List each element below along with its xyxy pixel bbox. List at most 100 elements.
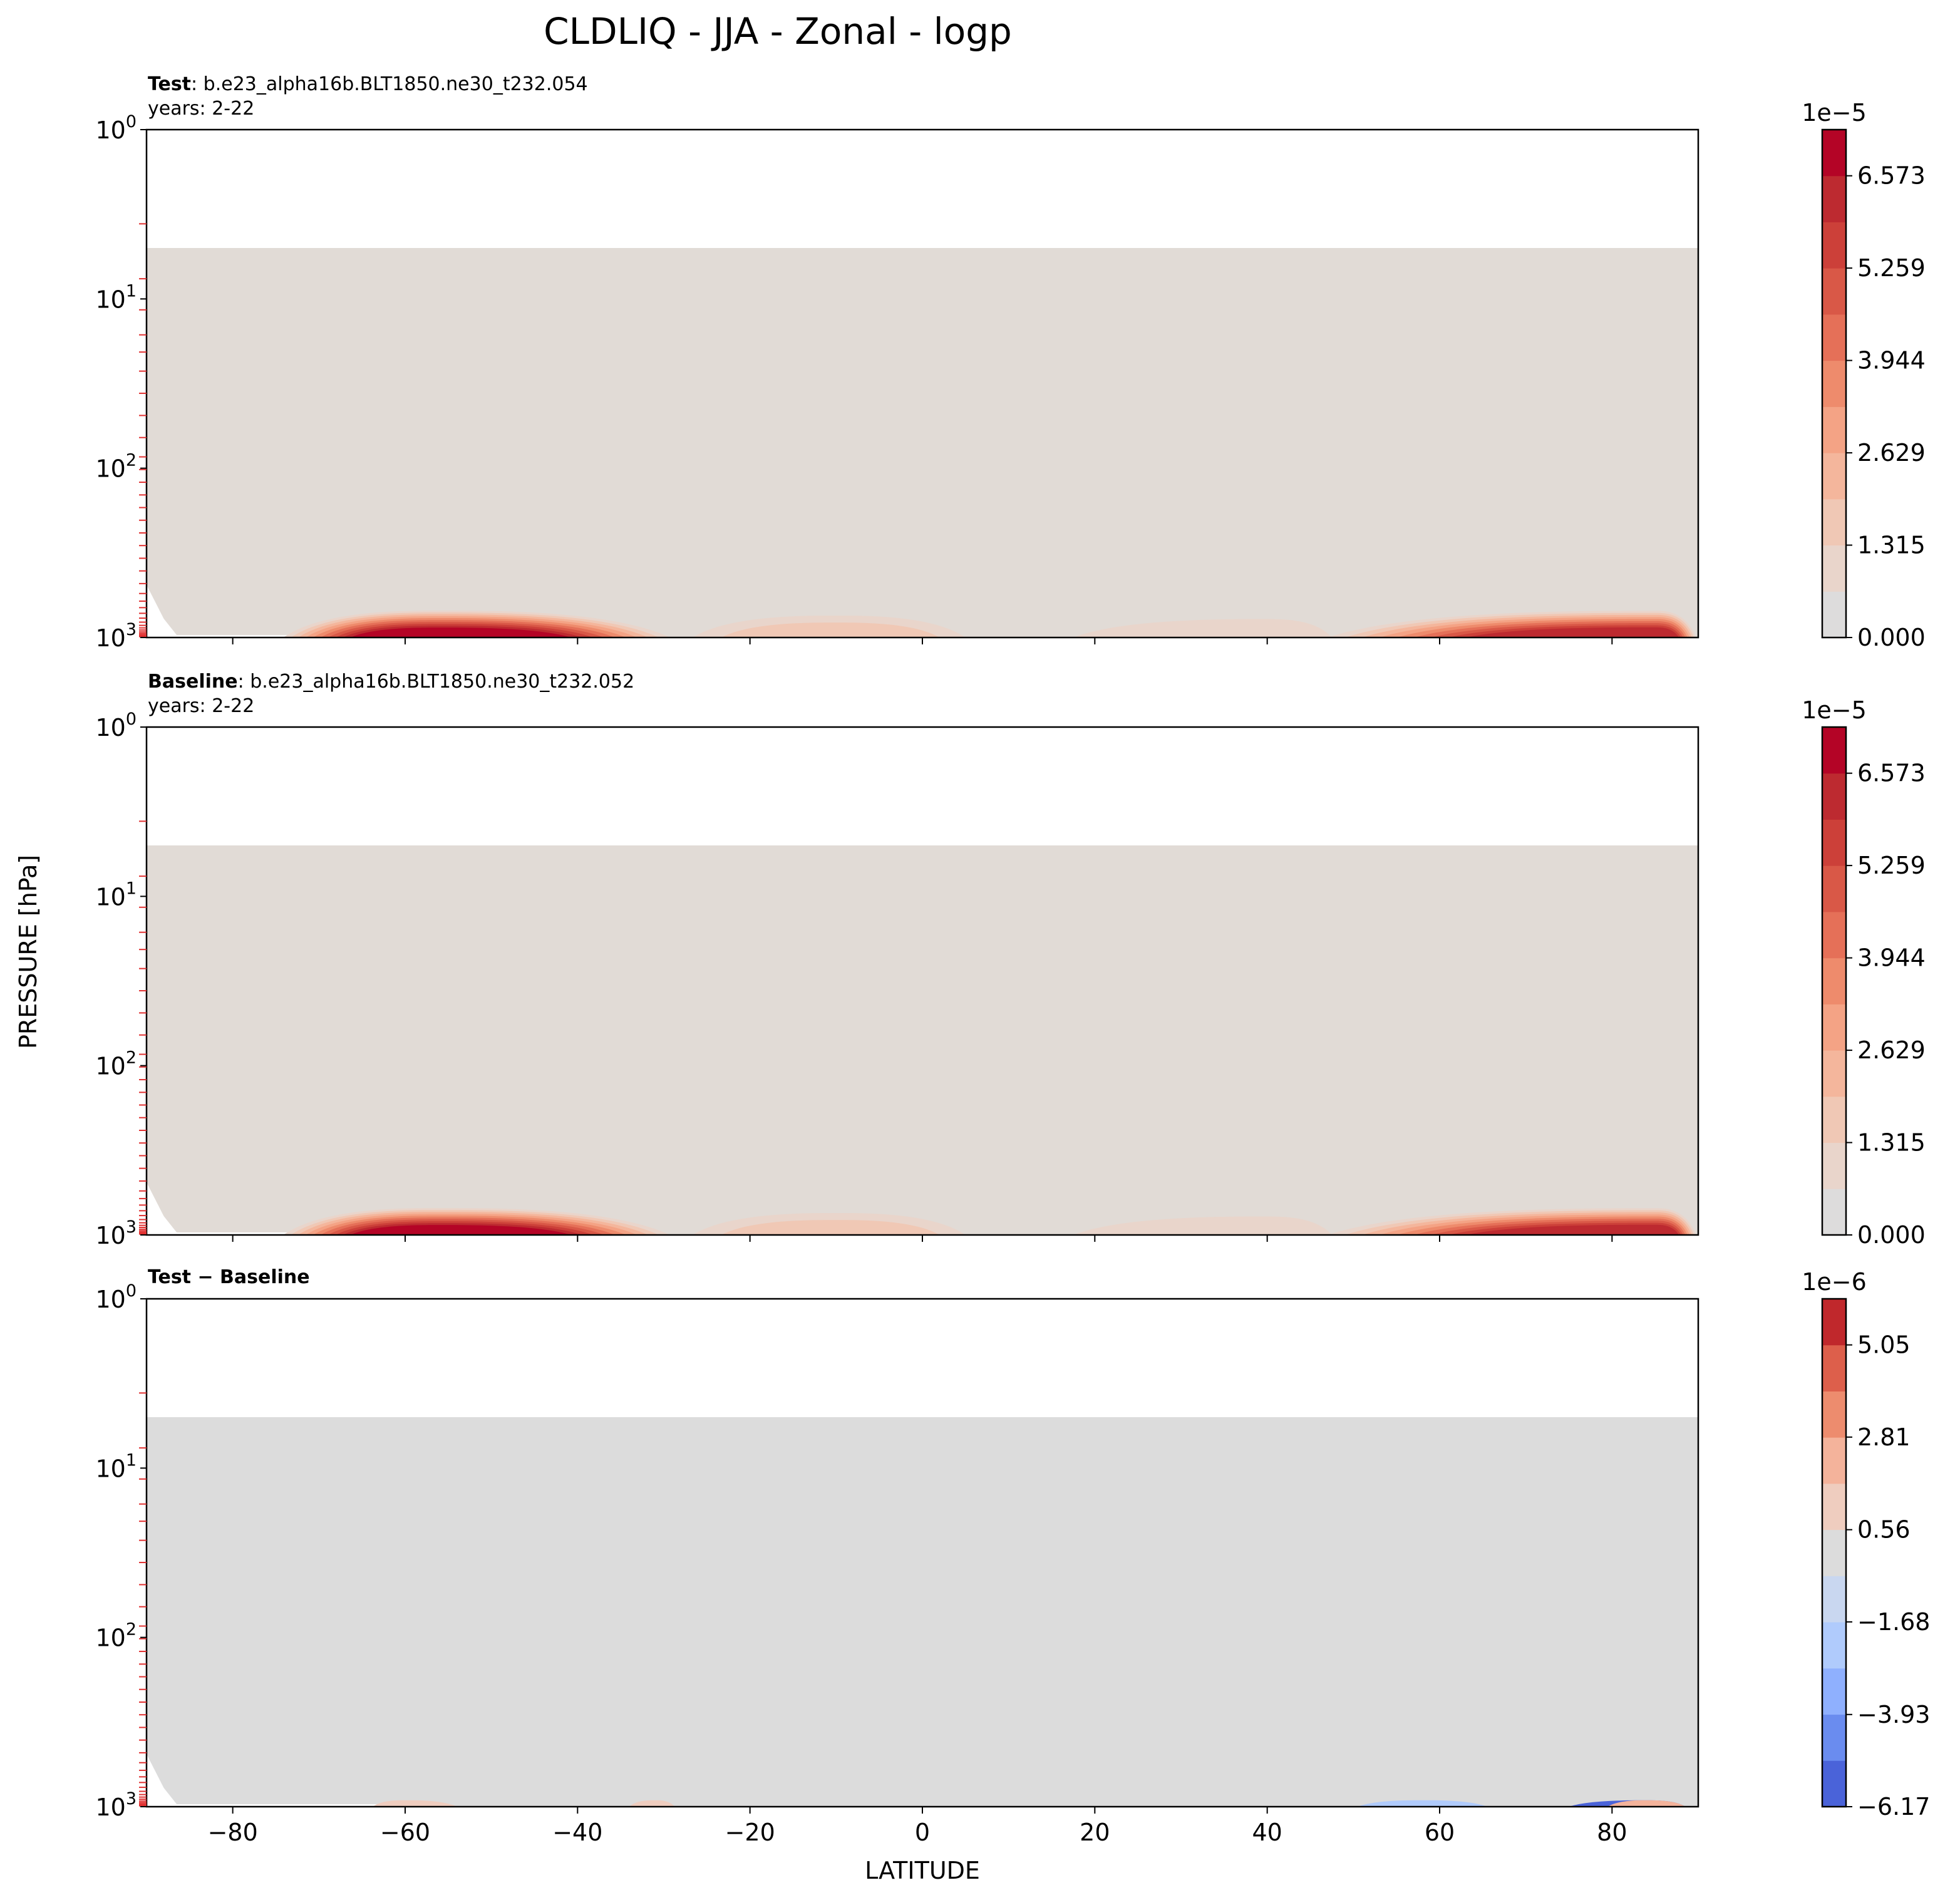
colorbar-segment — [1822, 591, 1846, 638]
colorbar-frame — [1821, 1298, 1847, 1808]
x-tick-label: −20 — [725, 1819, 775, 1846]
panel-title: Test: b.e23_alpha16b.BLT1850.ne30_t232.0… — [148, 73, 588, 95]
colorbar-segment — [1822, 1096, 1846, 1144]
colorbar-frame — [1821, 726, 1847, 1236]
x-tick-label: 20 — [1080, 1819, 1110, 1846]
colorbar-segment — [1822, 1050, 1846, 1097]
filled-region — [147, 845, 1698, 1235]
colorbar-tick-label: 2.629 — [1857, 1036, 1926, 1064]
colorbar-tick-label: 0.000 — [1857, 624, 1926, 651]
panel-difference: 100 101 102 103 −80 −60 −40 −20 0 20 40 60 80 Test − … — [95, 1266, 1930, 1846]
y-tick-label: 100 — [95, 1281, 137, 1313]
y-tick-label: 101 — [95, 879, 137, 911]
colorbar-segment — [1822, 360, 1846, 407]
colorbar-tick-label: 5.05 — [1857, 1331, 1911, 1359]
filled-region — [147, 1417, 1698, 1807]
figure-title: CLDLIQ - JJA - Zonal - logp — [544, 10, 1012, 53]
colorbar-segment — [1822, 1189, 1846, 1236]
x-tick-label: −80 — [208, 1819, 258, 1846]
colorbar-tick-label: 5.259 — [1857, 852, 1926, 879]
colorbar-tick-label: −6.17 — [1857, 1793, 1930, 1820]
y-axis-label: PRESSURE [hPa] — [14, 855, 42, 1049]
colorbar-segment — [1822, 1668, 1846, 1715]
colorbar-segment — [1822, 1345, 1846, 1391]
contour-band — [350, 627, 572, 638]
colorbar-segment — [1822, 1760, 1846, 1807]
y-tick-label: 101 — [95, 1450, 137, 1482]
colorbar-tick-label: 0.56 — [1857, 1516, 1911, 1544]
colorbar-segment — [1822, 958, 1846, 1004]
colorbar-tick-label: 2.81 — [1857, 1423, 1911, 1451]
colorbar-segment — [1822, 222, 1846, 269]
y-tick-label: 102 — [95, 1048, 137, 1080]
panel-title: Baseline: b.e23_alpha16b.BLT1850.ne30_t2… — [148, 671, 634, 693]
colorbar-segment — [1822, 1576, 1846, 1623]
x-tick-label: 40 — [1252, 1819, 1282, 1846]
colorbar-segment — [1822, 175, 1846, 222]
colorbar-segment — [1822, 406, 1846, 453]
colorbar-tick-label: 6.573 — [1857, 162, 1926, 190]
colorbar-exponent: 1e−6 — [1802, 1268, 1867, 1296]
colorbar-segment — [1822, 453, 1846, 500]
contour-band — [629, 1800, 675, 1807]
colorbar-segment — [1822, 1622, 1846, 1669]
colorbar-segment — [1822, 545, 1846, 592]
y-tick-label: 103 — [95, 620, 137, 652]
contour-band — [373, 1800, 457, 1807]
y-tick-label: 102 — [95, 451, 137, 483]
colorbar-segment — [1822, 911, 1846, 959]
contour-band — [721, 622, 940, 638]
colorbar-tick-label: −1.68 — [1857, 1608, 1930, 1636]
x-tick-label: 60 — [1425, 1819, 1455, 1846]
colorbar-segment — [1822, 130, 1846, 177]
colorbar-segment — [1822, 314, 1846, 361]
contour-band — [350, 1225, 572, 1235]
colorbar-segment — [1822, 1714, 1846, 1761]
contour-band — [1358, 1800, 1487, 1807]
colorbar-tick-label: 0.000 — [1857, 1221, 1926, 1249]
x-axis-label: LATITUDE — [865, 1857, 980, 1884]
y-tick-label: 103 — [95, 1217, 137, 1249]
colorbar-segment — [1822, 865, 1846, 912]
x-tick-label: −60 — [380, 1819, 430, 1846]
colorbar-segment — [1822, 1299, 1846, 1346]
panel-test: 100 101 102 103 Test: b.e23_alpha16b.BLT1850… — [95, 73, 1925, 652]
filled-region — [147, 247, 1698, 638]
contour-band — [1465, 1224, 1679, 1235]
colorbar-segment — [1822, 727, 1846, 774]
colorbar-tick-label: 2.629 — [1857, 439, 1926, 467]
colorbar-frame — [1821, 128, 1847, 639]
colorbar-segment — [1822, 819, 1846, 866]
contour-band — [721, 1220, 940, 1235]
colorbar-tick-label: 5.259 — [1857, 254, 1926, 282]
contour-band — [1607, 1800, 1686, 1807]
panel-subtitle: years: 2-22 — [148, 98, 254, 120]
colorbar-segment — [1822, 1391, 1846, 1438]
colorbar-tick-label: 3.944 — [1857, 944, 1926, 972]
contour-band — [1073, 1216, 1332, 1235]
colorbar-tick-label: 6.573 — [1857, 760, 1926, 787]
panel-subtitle: years: 2-22 — [148, 695, 254, 717]
colorbar-segment — [1822, 1483, 1846, 1531]
x-tick-label: −40 — [552, 1819, 602, 1846]
colorbar-exponent: 1e−5 — [1802, 696, 1867, 724]
y-tick-label: 103 — [95, 1789, 137, 1821]
colorbar-tick-label: 3.944 — [1857, 347, 1926, 374]
colorbar-segment — [1822, 268, 1846, 315]
colorbar-segment — [1822, 1529, 1846, 1576]
colorbar-segment — [1822, 1437, 1846, 1484]
colorbar-segment — [1822, 1142, 1846, 1189]
y-tick-label: 100 — [95, 710, 137, 741]
colorbar-segment — [1822, 1004, 1846, 1051]
panel-baseline: 100 101 102 103 Baseline: b.e23_alpha16b.BLT… — [95, 671, 1925, 1249]
y-tick-label: 100 — [95, 112, 137, 144]
contour-band — [1073, 619, 1332, 638]
colorbar-tick-label: −3.93 — [1857, 1701, 1930, 1728]
colorbar-tick-label: 1.315 — [1857, 531, 1926, 559]
colorbar-segment — [1822, 498, 1846, 546]
x-tick-label: 0 — [915, 1819, 930, 1846]
x-tick-label: 80 — [1597, 1819, 1627, 1846]
colorbar-exponent: 1e−5 — [1802, 99, 1867, 126]
colorbar-segment — [1822, 773, 1846, 820]
